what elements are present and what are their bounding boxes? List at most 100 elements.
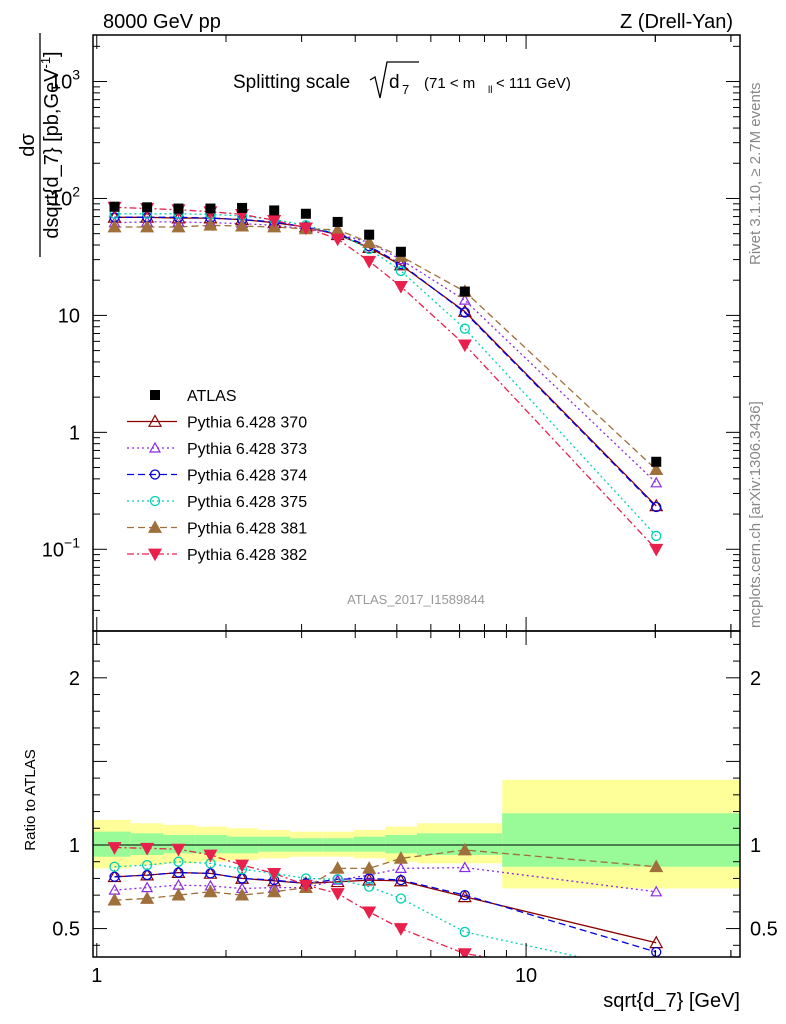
atlas-data-point: [332, 216, 343, 227]
ratio-point-pythia-6-428-381: [393, 851, 408, 864]
legend-marker-pythia-6-428-373: [148, 441, 162, 453]
ratio-point-pythia-6-428-374: [651, 946, 662, 957]
main-point-pythia-6-428-373: [650, 476, 663, 488]
main-line-pythia-6-428-373: [114, 221, 657, 484]
ratio-line-pythia-6-428-374: [114, 871, 657, 953]
legend-marker-pythia-6-428-375: [149, 495, 161, 507]
main-title-range-end: < 111 GeV): [496, 75, 571, 92]
ratio-band-inner: [502, 813, 740, 867]
main-point-pythia-6-428-382: [267, 214, 282, 228]
main-point-pythia-6-428-381: [649, 462, 664, 476]
atlas-data-point: [459, 286, 470, 297]
main-point-pythia-6-428-375: [651, 530, 662, 542]
ratio-panel: 2 2 1 1 0.5 0.5 1 10: [52, 630, 778, 987]
atlas-data-point: [395, 246, 406, 257]
atlas-data-point: [651, 456, 662, 467]
legend-label-pythia-6-428-370: Pythia 6.428 370: [187, 415, 307, 432]
ratio-point-pythia-6-428-382: [393, 923, 408, 936]
rivet-label: Rivet 3.1.10, ≥ 2.7M events: [747, 83, 764, 266]
ratio-line-pythia-6-428-381: [114, 849, 657, 901]
legend: ATLAS Pythia 6.428 370 Pythia 6.428 373 Pyt…: [127, 388, 307, 564]
ratio-point-pythia-6-428-382: [298, 879, 313, 893]
ratio-point-pythia-6-428-375: [364, 881, 375, 892]
atlas-data-point: [237, 202, 248, 213]
ratio-point-pythia-6-428-381: [649, 859, 664, 873]
main-title-text: Splitting scale: [233, 72, 350, 93]
analysis-watermark: ATLAS_2017_I1589844: [347, 592, 485, 607]
main-point-pythia-6-428-381: [140, 219, 155, 233]
atlas-data-point: [109, 201, 120, 212]
y-tick-label: 103: [50, 67, 80, 94]
ratio-point-pythia-6-428-375: [459, 926, 470, 938]
ratio-point-pythia-6-428-374: [173, 867, 184, 878]
main-title: Splitting scale d 7 (71 < m ll < 111 GeV…: [233, 61, 571, 99]
ratio-point-pythia-6-428-374: [141, 869, 153, 881]
legend-marker-pythia-6-428-381: [147, 520, 163, 533]
legend-label-pythia-6-428-374: Pythia 6.428 374: [187, 468, 307, 485]
main-title-symbol: d: [389, 72, 400, 93]
main-point-pythia-6-428-382: [362, 255, 377, 269]
y-label-den-sup: -1: [38, 57, 53, 69]
ratio-point-pythia-6-428-375: [652, 969, 661, 978]
ratio-y-tick-label-right: 0.5: [750, 919, 778, 941]
x-tick-label: 1: [91, 965, 102, 987]
ratio-point-pythia-6-428-381: [330, 861, 345, 874]
main-y-axis-label: dσ dsqrt{d_7} [pb,GeV-1]: [17, 33, 63, 257]
main-point-pythia-6-428-375: [459, 323, 470, 334]
ratio-point-pythia-6-428-382: [171, 843, 186, 857]
ratio-series-markers: [107, 842, 664, 978]
main-line-pythia-6-428-375: [114, 213, 657, 537]
ratio-uncertainty-bands: [93, 779, 740, 889]
ratio-point-pythia-6-428-375: [173, 856, 184, 867]
ratio-point-pythia-6-428-375: [141, 859, 153, 871]
ratio-point-pythia-6-428-381: [267, 884, 282, 898]
ratio-band-inner: [353, 836, 386, 852]
header-process-label: Z (Drell-Yan): [620, 11, 733, 33]
legend-label-pythia-6-428-381: Pythia 6.428 381: [187, 521, 307, 538]
ratio-point-pythia-6-428-382: [203, 849, 218, 863]
y-label-den-main: dsqrt{d_7} [pb,GeV: [41, 68, 63, 239]
ratio-point-pythia-6-428-382: [107, 842, 122, 855]
ratio-y-tick-labels: 2 2 1 1 0.5 0.5: [52, 668, 778, 941]
legend-label-pythia-6-428-375: Pythia 6.428 375: [187, 494, 307, 511]
main-line-pythia-6-428-382: [114, 206, 657, 550]
ratio-point-pythia-6-428-382: [330, 888, 345, 901]
ratio-point-pythia-6-428-381: [362, 861, 377, 874]
y-tick-label: 10: [58, 305, 80, 327]
main-point-pythia-6-428-375: [395, 265, 407, 277]
ratio-axis-ticks: [93, 631, 740, 957]
main-line-pythia-6-428-381: [114, 224, 657, 471]
main-point-pythia-6-428-370: [393, 257, 408, 271]
atlas-data-points: [109, 201, 662, 467]
ratio-point-pythia-6-428-382: [267, 868, 282, 881]
ratio-point-pythia-6-428-375: [332, 874, 343, 885]
ratio-point-pythia-6-428-373: [172, 878, 185, 890]
ratio-point-pythia-6-428-374: [459, 889, 470, 901]
ratio-frame: [92, 630, 741, 958]
ratio-y-tick-label-right: 2: [750, 668, 761, 690]
main-point-pythia-6-428-381: [171, 219, 186, 233]
ratio-point-pythia-6-428-370: [457, 889, 472, 903]
legend-label-pythia-6-428-382: Pythia 6.428 382: [187, 547, 307, 564]
ratio-point-pythia-6-428-373: [458, 861, 471, 873]
main-point-pythia-6-428-381: [203, 218, 218, 231]
y-tick-label-base: 10: [42, 539, 64, 561]
ratio-band-inner: [385, 834, 417, 854]
ratio-band-inner: [195, 834, 227, 854]
main-point-pythia-6-428-382: [393, 281, 408, 294]
main-frame: [92, 34, 741, 632]
y-tick-label-base: 10: [58, 305, 80, 327]
atlas-data-point: [300, 208, 311, 219]
main-line-pythia-6-428-370: [114, 216, 657, 507]
y-tick-label-base: 10: [50, 188, 72, 210]
ratio-point-pythia-6-428-382: [457, 948, 472, 957]
ratio-y-tick-label-left: 1: [69, 835, 80, 857]
atlas-data-point: [205, 203, 216, 214]
atlas-data-point: [173, 203, 184, 214]
header-collision-label: 8000 GeV pp: [103, 11, 221, 33]
ratio-point-pythia-6-428-381: [235, 887, 250, 901]
main-point-pythia-6-428-381: [107, 219, 122, 233]
ratio-series-lines: [114, 846, 657, 957]
ratio-point-pythia-6-428-382: [362, 906, 377, 920]
